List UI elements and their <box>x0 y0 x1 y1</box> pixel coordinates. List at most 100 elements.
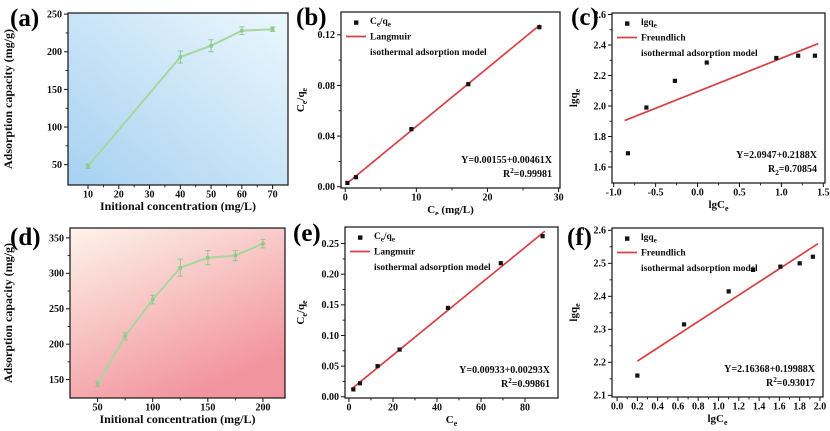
svg-text:0.0: 0.0 <box>611 402 624 413</box>
data-point <box>635 373 640 378</box>
svg-text:0.00: 0.00 <box>318 182 336 193</box>
y-axis: 1.6 1.8 2.0 2.2 2.4 2.6 <box>594 10 612 173</box>
data-point <box>206 256 210 260</box>
svg-text:0.12: 0.12 <box>318 30 336 41</box>
plot-frame <box>69 227 286 399</box>
y-axis: 0.00 0.04 0.08 0.12 <box>318 30 341 193</box>
plot-area <box>345 227 558 398</box>
svg-text:150: 150 <box>49 375 64 386</box>
chart-c-canvas: -1.0 -0.5 0.0 0.5 1.0 1.5 1.6 1.8 2.0 2.2 2.4 2.6 lg… <box>568 10 830 213</box>
svg-text:2.6: 2.6 <box>594 226 607 237</box>
data-series <box>85 26 276 169</box>
y-axis-label: lgqe <box>568 88 582 107</box>
data-point <box>123 334 127 339</box>
svg-text:0.8: 0.8 <box>692 402 705 413</box>
data-point <box>178 265 182 270</box>
fit-line <box>346 24 541 185</box>
y-axis: 0.00 0.05 0.10 0.15 0.20 0.25 <box>322 239 345 403</box>
panel-e: (e) 0 20 40 60 80 0.00 0.05 0.10 0.15 0.20 0.25 Ce/… <box>292 215 566 431</box>
plot-area <box>612 228 823 397</box>
panel-label-c: (c) <box>571 4 599 31</box>
svg-text:0.25: 0.25 <box>322 239 340 250</box>
data-point <box>86 164 90 168</box>
data-point <box>726 289 731 294</box>
svg-text:isothermal adsorption model: isothermal adsorption model <box>370 48 487 58</box>
plot-area <box>70 228 285 398</box>
x-axis-label: Ce <box>446 414 458 428</box>
y-axis-label: Ce/qe <box>295 300 309 325</box>
svg-text:100: 100 <box>145 403 160 414</box>
svg-text:0.4: 0.4 <box>651 402 664 413</box>
svg-text:0.6: 0.6 <box>672 402 685 413</box>
svg-text:1.6: 1.6 <box>594 162 607 173</box>
chart-e-canvas: 0 20 40 60 80 0.00 0.05 0.10 0.15 0.20 0.25 Ce/qe La… <box>295 226 559 428</box>
data-point <box>540 234 545 239</box>
svg-text:0.2: 0.2 <box>631 402 644 413</box>
svg-text:1.5: 1.5 <box>817 188 830 199</box>
x-axis-label: Ce (mg/L) <box>427 204 474 215</box>
chart-f-canvas: 0.0 0.2 0.4 0.6 0.8 1.0 1.2 1.4 1.6 1.8 2.02.12.22… <box>568 226 826 427</box>
equation: Y=2.0947+0.2188X R2=0.70854 <box>736 150 818 177</box>
svg-text:10: 10 <box>83 190 93 201</box>
svg-text:10: 10 <box>411 193 421 204</box>
plot-frame <box>611 227 824 398</box>
x-axis: 0 20 40 60 80 <box>346 398 530 414</box>
svg-text:80: 80 <box>520 403 530 414</box>
svg-text:0.20: 0.20 <box>322 270 340 281</box>
svg-text:-0.5: -0.5 <box>648 188 664 199</box>
data-point <box>261 241 265 246</box>
panel-a: (a) 10 20 30 40 50 60 70 50 100 150 200 250 Initiona… <box>0 0 292 215</box>
svg-text:1.2: 1.2 <box>733 402 746 413</box>
chart-b-canvas: 0 10 20 30 0.00 0.04 0.08 0.12 Ce/qe Langmuir isot… <box>295 11 564 215</box>
data-point <box>445 305 451 311</box>
data-point <box>644 105 649 110</box>
data-point <box>797 261 802 266</box>
data-point <box>625 151 631 156</box>
svg-text:-1.0: -1.0 <box>606 188 622 199</box>
svg-text:0.0: 0.0 <box>691 188 704 199</box>
svg-text:60: 60 <box>237 190 247 201</box>
data-point <box>812 53 818 58</box>
svg-text:1.6: 1.6 <box>773 402 786 413</box>
svg-text:0.5: 0.5 <box>733 188 746 199</box>
svg-text:2.0: 2.0 <box>814 402 827 413</box>
svg-text:isothermal adsorption model: isothermal adsorption model <box>641 264 758 274</box>
data-point <box>681 322 687 327</box>
svg-text:0.10: 0.10 <box>322 331 340 342</box>
data-point <box>375 364 380 369</box>
x-axis: 0.0 0.2 0.4 0.6 0.8 1.0 1.2 1.4 1.6 1.8 2.0 <box>611 397 826 413</box>
panel-label-b: (b) <box>296 4 327 31</box>
y-axis: 150 200 250 300 350 <box>49 233 70 386</box>
x-axis-label: lgCe <box>708 199 729 213</box>
svg-text:1.0: 1.0 <box>712 402 725 413</box>
svg-text:200: 200 <box>255 403 270 414</box>
plot-area <box>612 13 825 183</box>
data-point <box>704 60 709 65</box>
data-series <box>345 24 542 186</box>
svg-text:Y=0.00933+0.00293X: Y=0.00933+0.00293X <box>459 365 551 376</box>
svg-text:200: 200 <box>47 47 62 58</box>
svg-text:isothermal adsorption model: isothermal adsorption model <box>374 263 491 273</box>
data-point <box>796 53 801 58</box>
panel-label-d: (d) <box>10 224 41 251</box>
svg-text:20: 20 <box>388 403 398 414</box>
x-axis-label: Initional concentration (mg/L) <box>100 199 256 213</box>
svg-text:2.4: 2.4 <box>594 292 607 303</box>
legend: Ce/qe Langmuir isothermal adsorption model <box>346 17 487 58</box>
svg-text:250: 250 <box>47 10 62 21</box>
chart-d-canvas: 50 100 150 200 150 200 250 300 350 Initional conc… <box>1 227 286 426</box>
svg-text:20: 20 <box>114 190 124 201</box>
svg-text:R2=0.70854: R2=0.70854 <box>768 164 817 177</box>
svg-text:0.08: 0.08 <box>318 81 336 92</box>
svg-text:2.2: 2.2 <box>594 358 607 369</box>
data-point <box>270 27 275 31</box>
svg-text:Langmuir: Langmuir <box>370 33 412 43</box>
data-point <box>353 175 359 180</box>
svg-text:Freundlich: Freundlich <box>641 249 686 259</box>
svg-text:0.04: 0.04 <box>318 131 336 142</box>
data-point <box>672 78 677 83</box>
svg-text:Freundlich: Freundlich <box>641 34 686 44</box>
